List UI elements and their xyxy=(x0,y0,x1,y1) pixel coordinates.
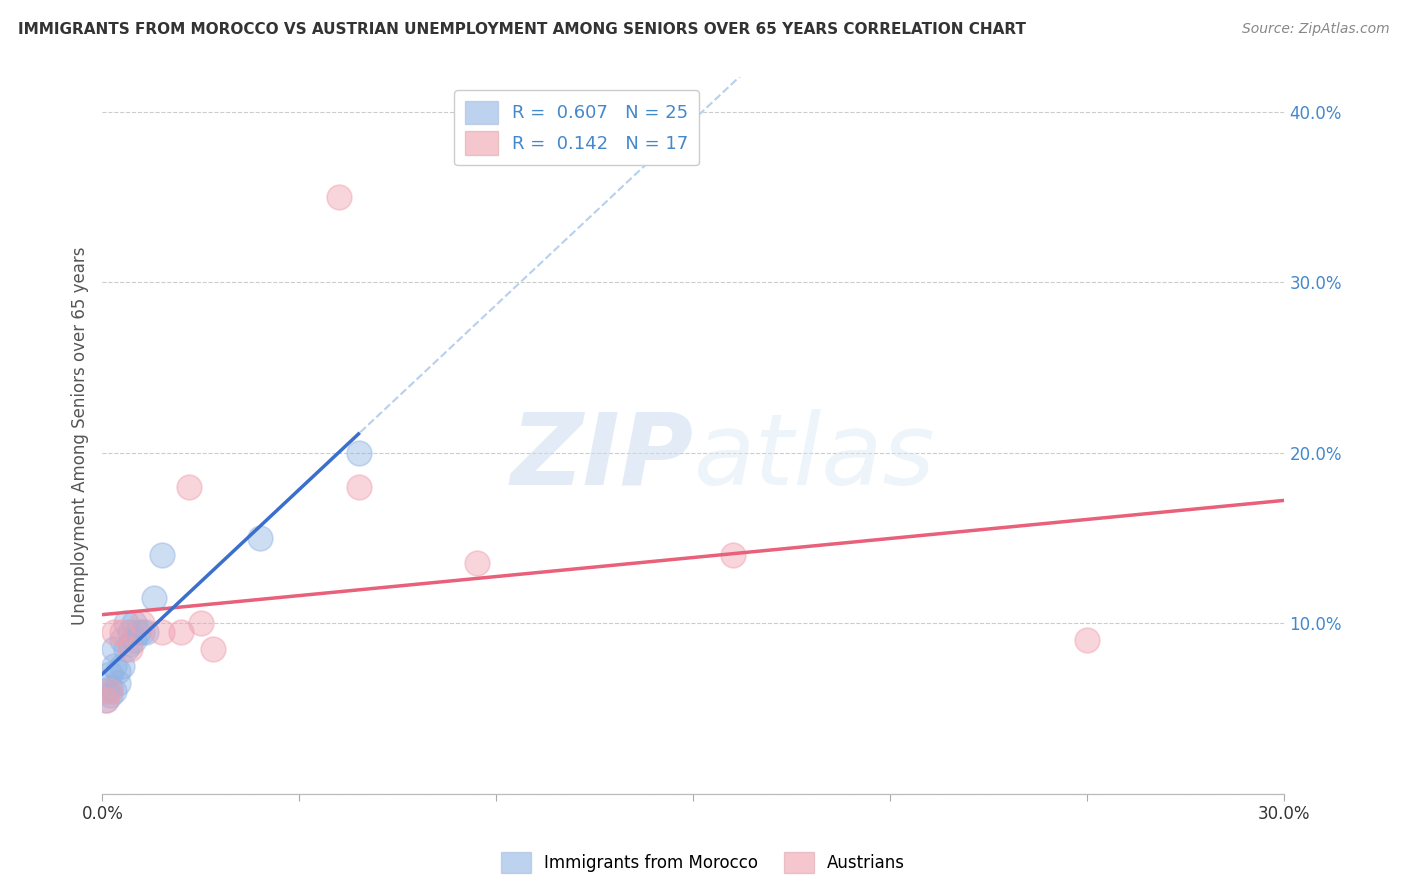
Point xyxy=(142,591,165,605)
Point xyxy=(118,641,141,656)
Point xyxy=(103,684,125,698)
Point xyxy=(131,616,153,631)
Point xyxy=(111,633,134,648)
Point xyxy=(103,658,125,673)
Y-axis label: Unemployment Among Seniors over 65 years: Unemployment Among Seniors over 65 years xyxy=(72,246,89,624)
Point xyxy=(103,624,125,639)
Point xyxy=(98,688,121,702)
Point xyxy=(107,676,129,690)
Point xyxy=(135,624,157,639)
Point xyxy=(328,190,350,204)
Point xyxy=(170,624,193,639)
Point xyxy=(190,616,212,631)
Point xyxy=(249,531,271,545)
Point xyxy=(98,667,121,681)
Point xyxy=(347,480,370,494)
Point xyxy=(122,616,145,631)
Point xyxy=(96,693,118,707)
Legend: Immigrants from Morocco, Austrians: Immigrants from Morocco, Austrians xyxy=(495,846,911,880)
Point xyxy=(103,641,125,656)
Point xyxy=(107,664,129,678)
Point xyxy=(122,633,145,648)
Point xyxy=(721,548,744,562)
Point xyxy=(150,548,173,562)
Point xyxy=(96,693,118,707)
Point xyxy=(1076,633,1098,648)
Point xyxy=(347,445,370,459)
Text: IMMIGRANTS FROM MOROCCO VS AUSTRIAN UNEMPLOYMENT AMONG SENIORS OVER 65 YEARS COR: IMMIGRANTS FROM MOROCCO VS AUSTRIAN UNEM… xyxy=(18,22,1026,37)
Text: Source: ZipAtlas.com: Source: ZipAtlas.com xyxy=(1241,22,1389,37)
Point xyxy=(115,616,138,631)
Point xyxy=(98,684,121,698)
Point xyxy=(179,480,201,494)
Text: atlas: atlas xyxy=(693,409,935,506)
Point xyxy=(131,624,153,639)
Point xyxy=(111,658,134,673)
Point xyxy=(201,641,224,656)
Point xyxy=(96,684,118,698)
Point xyxy=(118,637,141,651)
Point xyxy=(465,557,488,571)
Point xyxy=(127,624,149,639)
Point xyxy=(98,681,121,695)
Point xyxy=(150,624,173,639)
Point xyxy=(118,624,141,639)
Text: ZIP: ZIP xyxy=(510,409,693,506)
Point xyxy=(115,641,138,656)
Legend: R =  0.607   N = 25, R =  0.142   N = 17: R = 0.607 N = 25, R = 0.142 N = 17 xyxy=(454,90,699,165)
Point xyxy=(111,624,134,639)
